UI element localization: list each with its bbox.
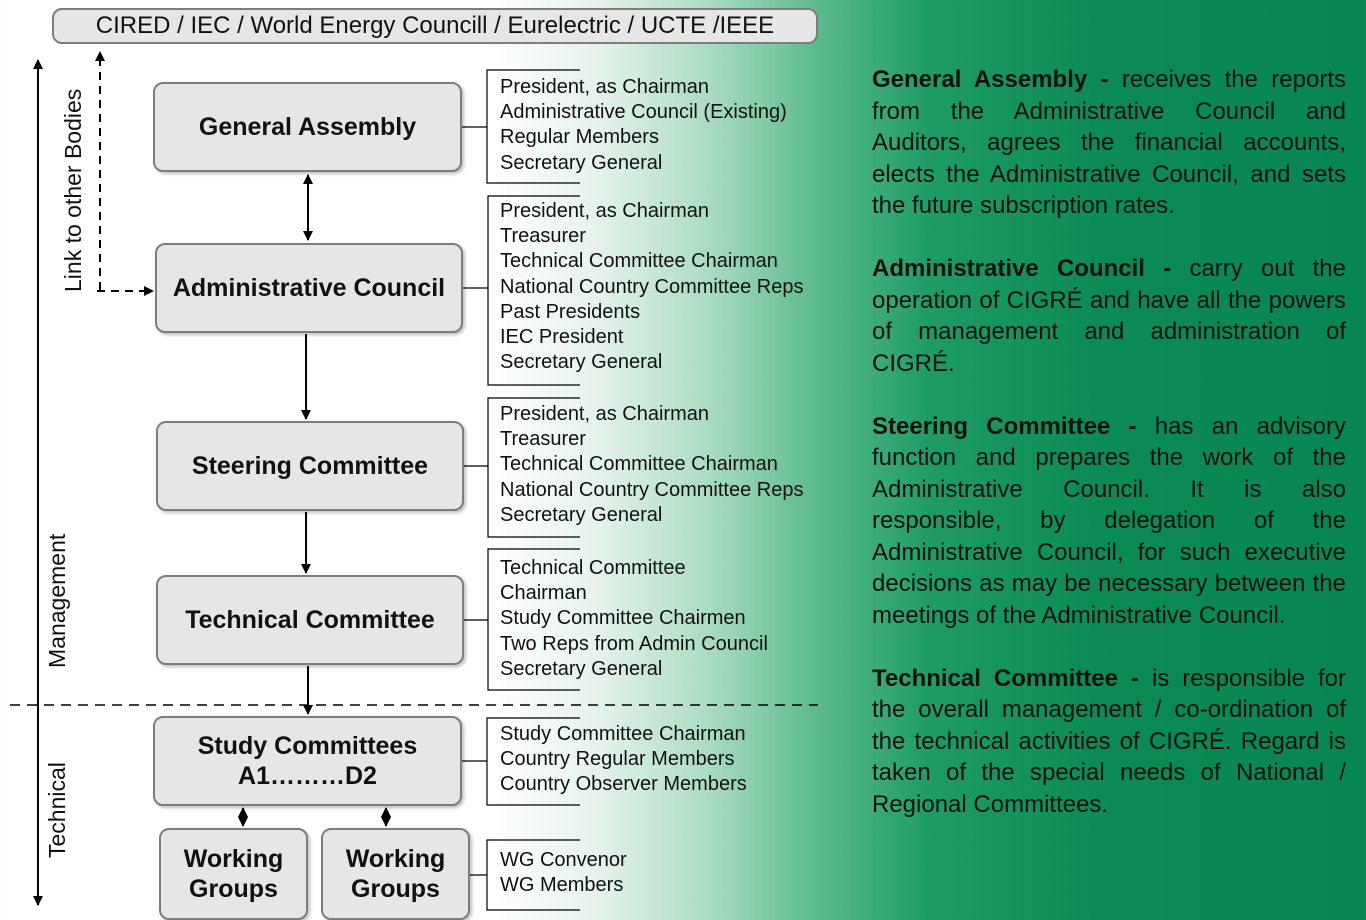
node: Technical Committee (156, 575, 464, 665)
term: Technical Committee - (872, 665, 1139, 692)
member: Study Committee Chairman (500, 722, 747, 747)
description: Administrative Council - carry out the o… (872, 253, 1346, 379)
member: Technical Committee Chairman (500, 249, 803, 274)
member: Secretary General (500, 657, 768, 682)
member: WG Members (500, 873, 627, 898)
member: Country Regular Members (500, 747, 747, 772)
side-label: Link to other Bodies (60, 89, 87, 292)
member: President, as Chairman (500, 199, 803, 224)
member: WG Convenor (500, 848, 627, 873)
side-label: Management (44, 534, 71, 668)
member: National Country Committee Reps (500, 275, 803, 300)
member: Treasurer (500, 224, 803, 249)
term: General Assembly - (872, 66, 1109, 93)
member: President, as Chairman (500, 75, 787, 100)
member: Technical Committee Chairman (500, 452, 803, 477)
node-label: Administrative Council (173, 273, 445, 303)
member: Administrative Council (Existing) (500, 100, 787, 125)
node-label: Technical Committee (185, 605, 435, 635)
node-label: Working Groups (161, 844, 306, 904)
node-label: Working Groups (323, 844, 468, 904)
term: Administrative Council - (872, 255, 1171, 282)
member: Two Reps from Admin Council (500, 632, 768, 657)
member: IEC President (500, 325, 803, 350)
node: Working Groups (159, 828, 308, 920)
member: Study Committee Chairmen (500, 606, 768, 631)
member: Secretary General (500, 503, 803, 528)
node: General Assembly (153, 82, 462, 172)
page: CIRED / IEC / World Energy Councill / Eu… (0, 0, 1366, 918)
descriptions: General Assembly - receives the reports … (872, 64, 1346, 852)
member: Regular Members (500, 125, 787, 150)
side-label: Technical (44, 762, 71, 858)
member: Treasurer (500, 427, 803, 452)
node: Study Committees A1………D2 (153, 716, 462, 806)
node-label: General Assembly (199, 112, 416, 142)
member: Technical Committee (500, 556, 768, 581)
member: National Country Committee Reps (500, 478, 803, 503)
node: Steering Committee (156, 421, 464, 511)
node-label: Steering Committee (192, 451, 428, 481)
description: Steering Committee - has an advisory fun… (872, 411, 1346, 632)
node-label: Study Committees (198, 731, 417, 761)
node: Working Groups (321, 828, 470, 920)
term: Steering Committee - (872, 413, 1137, 440)
node-label: A1………D2 (238, 761, 377, 791)
node: Administrative Council (155, 243, 463, 333)
description: General Assembly - receives the reports … (872, 64, 1346, 222)
external-bodies: CIRED / IEC / World Energy Councill / Eu… (52, 8, 818, 44)
member: Secretary General (500, 350, 803, 375)
member: Chairman (500, 581, 768, 606)
text: has an advisory function and prepares th… (872, 413, 1346, 629)
member: Country Observer Members (500, 772, 747, 797)
member: Secretary General (500, 151, 787, 176)
member: President, as Chairman (500, 402, 803, 427)
member: Past Presidents (500, 300, 803, 325)
description: Technical Committee - is responsible for… (872, 663, 1346, 821)
